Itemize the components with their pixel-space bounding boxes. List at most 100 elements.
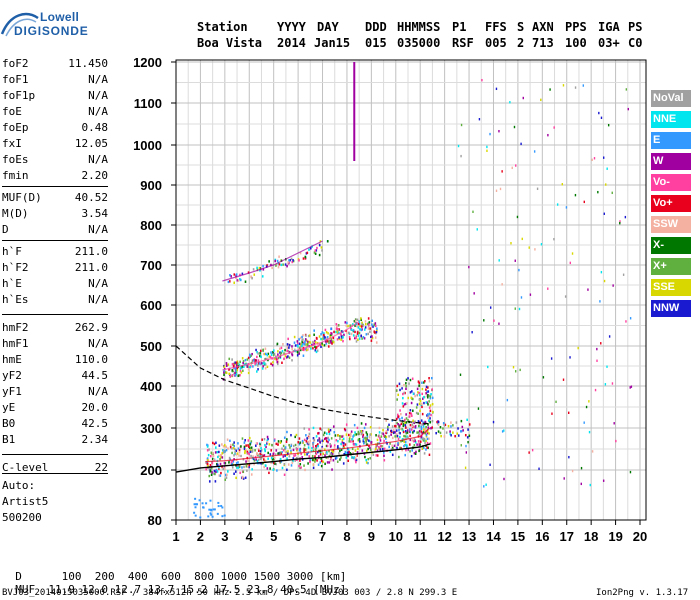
echo-point [347, 454, 349, 458]
echo-point [209, 454, 212, 458]
echo-point [426, 396, 429, 399]
echo-point [221, 506, 224, 509]
echo-point [430, 413, 432, 417]
echo-point [233, 444, 236, 448]
echo-point [259, 352, 261, 355]
echo-point [218, 454, 220, 458]
echo-point [369, 448, 372, 451]
echo-point [244, 358, 247, 362]
echo-point [212, 472, 214, 475]
echo-point [366, 449, 368, 453]
echo-point [361, 321, 363, 325]
echo-point [320, 464, 323, 468]
echo-point [318, 335, 321, 338]
echo-point [292, 448, 295, 452]
echo-point [457, 144, 460, 148]
echo-point [447, 424, 450, 428]
echo-point [356, 451, 359, 454]
echo-point [206, 457, 209, 460]
echo-point [266, 353, 269, 357]
echo-point [304, 257, 307, 260]
echo-point [536, 187, 539, 190]
echo-point [460, 154, 462, 158]
param-value: N/A [88, 223, 108, 236]
echo-point [248, 463, 251, 467]
echo-point [329, 333, 332, 336]
echo-point [221, 443, 223, 446]
echo-point [276, 362, 279, 366]
echo-point [199, 516, 202, 519]
echo-point [266, 435, 269, 439]
echo-point [209, 499, 212, 502]
echo-point [226, 473, 228, 476]
echo-point [258, 362, 261, 365]
echo-point [287, 343, 290, 346]
echo-point [346, 321, 348, 325]
echo-point [317, 445, 319, 448]
echo-point [236, 279, 239, 282]
echo-point [235, 449, 238, 452]
y-tick-label: 200 [140, 463, 162, 478]
echo-point [449, 430, 451, 433]
echo-point [501, 283, 503, 286]
x-tick-label: 1 [172, 529, 179, 544]
echo-point [414, 452, 417, 455]
echo-point [593, 157, 596, 160]
echo-point [305, 334, 307, 337]
echo-point [407, 377, 409, 380]
echo-point [240, 454, 242, 458]
param-value: 20.0 [81, 401, 109, 414]
echo-point [521, 237, 523, 241]
echo-point [421, 412, 424, 416]
echo-point [276, 469, 278, 472]
echo-point [436, 420, 438, 424]
param-key: h`F [2, 245, 22, 258]
echo-point [397, 422, 399, 426]
param-key: B0 [2, 417, 16, 430]
echo-point [381, 447, 384, 451]
legend-item-noval: NoVal [651, 90, 691, 107]
echo-point [367, 317, 370, 320]
echo-point [340, 337, 343, 340]
param-value: N/A [88, 293, 108, 306]
echo-point [238, 454, 240, 457]
echo-point [278, 263, 281, 266]
echo-point [321, 439, 324, 442]
echo-point [297, 346, 300, 350]
echo-point [547, 287, 549, 290]
echo-point [246, 450, 249, 453]
echo-point [355, 443, 358, 446]
echo-point [340, 334, 343, 338]
echo-point [292, 444, 295, 448]
echo-point [401, 428, 403, 431]
echo-point [304, 338, 307, 341]
echo-point [218, 444, 221, 447]
echo-point [299, 348, 302, 352]
echo-point [290, 257, 293, 261]
param-value: 211.0 [74, 261, 108, 274]
echo-point [238, 278, 241, 281]
echo-point [348, 437, 351, 441]
echo-point [245, 444, 247, 447]
echo-point [235, 276, 237, 279]
echo-point [367, 447, 369, 451]
echo-point [306, 453, 308, 456]
echo-point [312, 463, 315, 466]
echo-point [315, 444, 317, 448]
echo-point [280, 346, 283, 350]
param-value: 262.9 [74, 321, 108, 334]
echo-point [266, 440, 269, 444]
echo-point [213, 442, 216, 446]
param-value: N/A [88, 89, 108, 102]
echo-point [315, 446, 318, 449]
echo-point [394, 425, 397, 428]
echo-point [262, 458, 265, 461]
echo-point [243, 365, 245, 369]
echo-point [310, 347, 312, 350]
echo-point [234, 371, 236, 374]
echo-point [364, 438, 367, 441]
echo-point [368, 436, 371, 439]
echo-point [228, 372, 231, 376]
param-row-hmf2: hmF2 262.9 [2, 320, 108, 335]
echo-point [235, 369, 237, 372]
